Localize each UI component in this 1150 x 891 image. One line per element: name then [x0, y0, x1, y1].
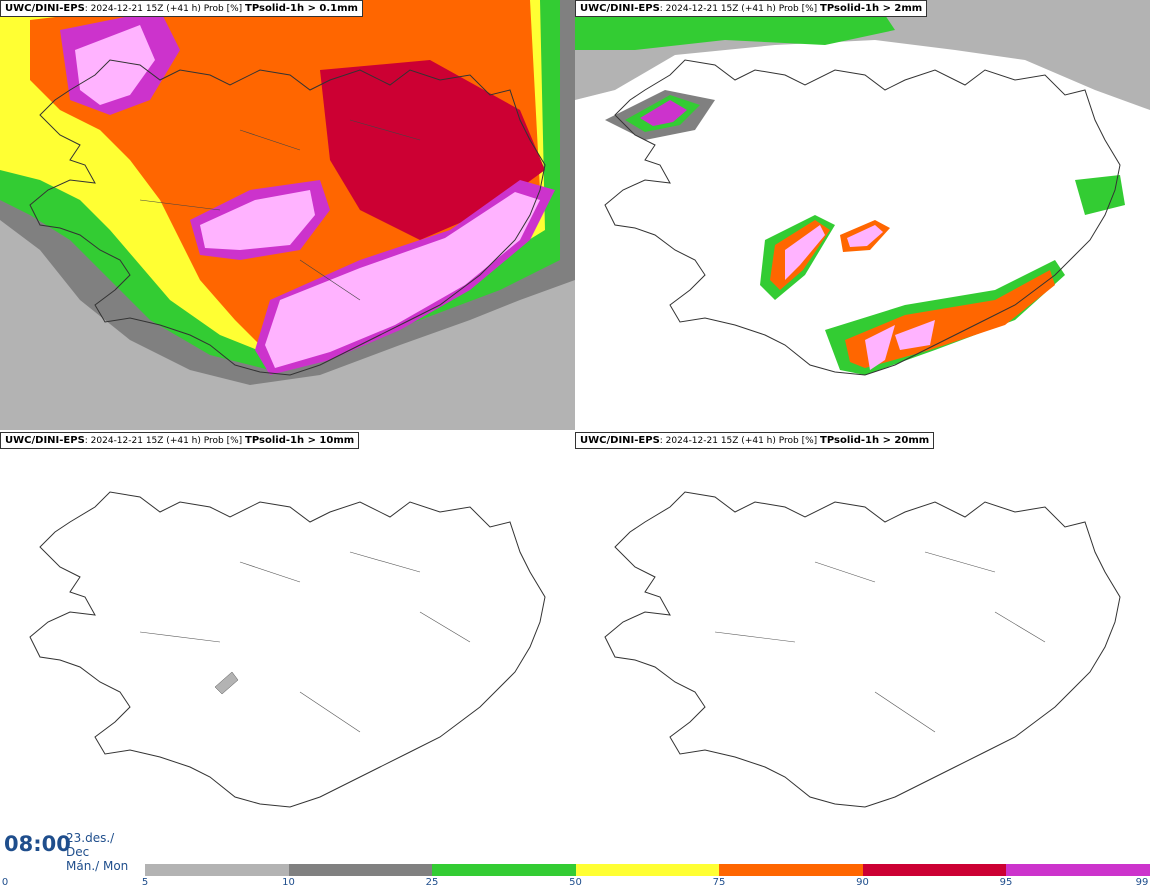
run-meta: : 2024-12-21 15Z (+41 h) Prob [%]	[659, 436, 818, 446]
legend-swatch	[288, 864, 432, 876]
threshold-label: TPsolid-1h > 2mm	[820, 3, 923, 14]
legend-tick-label: 99	[1135, 877, 1149, 888]
legend-swatch	[432, 864, 576, 876]
run-meta: : 2024-12-21 15Z (+41 h) Prob [%]	[659, 4, 818, 14]
legend-tick-label: 5	[141, 877, 149, 888]
map-panel-20mm: UWC/DINI-EPS: 2024-12-21 15Z (+41 h) Pro…	[575, 432, 1150, 862]
panel-title: UWC/DINI-EPS: 2024-12-21 15Z (+41 h) Pro…	[575, 0, 928, 17]
valid-time: 08:00	[4, 832, 71, 856]
legend-swatch	[145, 864, 289, 876]
legend-tick-label: 95	[999, 877, 1013, 888]
panel-title: UWC/DINI-EPS: 2024-12-21 15Z (+41 h) Pro…	[0, 0, 363, 17]
legend-swatch	[862, 864, 1006, 876]
legend-swatch	[575, 864, 719, 876]
probability-legend: 0 5 10 25 50 75 90 95 99	[0, 862, 1150, 891]
threshold-label: TPsolid-1h > 10mm	[245, 435, 355, 446]
legend-tick-label: 25	[425, 877, 439, 888]
map-panel-10mm: UWC/DINI-EPS: 2024-12-21 15Z (+41 h) Pro…	[0, 432, 575, 862]
map-canvas	[0, 432, 575, 862]
panel-title: UWC/DINI-EPS: 2024-12-21 15Z (+41 h) Pro…	[0, 432, 360, 449]
model-name: UWC/DINI-EPS	[5, 3, 85, 14]
map-canvas	[575, 432, 1150, 862]
run-meta: : 2024-12-21 15Z (+41 h) Prob [%]	[84, 436, 243, 446]
map-canvas	[575, 0, 1150, 430]
legend-tick-label: 90	[856, 877, 869, 888]
panel-title: UWC/DINI-EPS: 2024-12-21 15Z (+41 h) Pro…	[575, 432, 935, 449]
model-name: UWC/DINI-EPS	[580, 435, 660, 446]
threshold-label: TPsolid-1h > 0.1mm	[245, 3, 358, 14]
legend-swatch	[1006, 864, 1150, 876]
run-meta: : 2024-12-21 15Z (+41 h) Prob [%]	[84, 4, 243, 14]
legend-tick-label: 0	[1, 877, 9, 888]
date-line-2: Mán./ Mon	[66, 859, 129, 873]
legend-tick-label: 10	[282, 877, 295, 888]
map-panel-2mm: UWC/DINI-EPS: 2024-12-21 15Z (+41 h) Pro…	[575, 0, 1150, 430]
model-name: UWC/DINI-EPS	[580, 3, 660, 14]
legend-tick-label: 50	[569, 877, 582, 888]
valid-date: 23.des./ Dec Mán./ Mon	[66, 831, 140, 873]
map-panel-0.1mm: UWC/DINI-EPS: 2024-12-21 15Z (+41 h) Pro…	[0, 0, 575, 430]
map-canvas	[0, 0, 575, 430]
valid-time-box: 08:00 23.des./ Dec Mán./ Mon	[0, 828, 140, 873]
legend-swatch	[719, 864, 863, 876]
date-line-1: 23.des./ Dec	[66, 831, 115, 859]
model-name: UWC/DINI-EPS	[5, 435, 85, 446]
threshold-label: TPsolid-1h > 20mm	[820, 435, 930, 446]
legend-tick-label: 75	[712, 877, 726, 888]
